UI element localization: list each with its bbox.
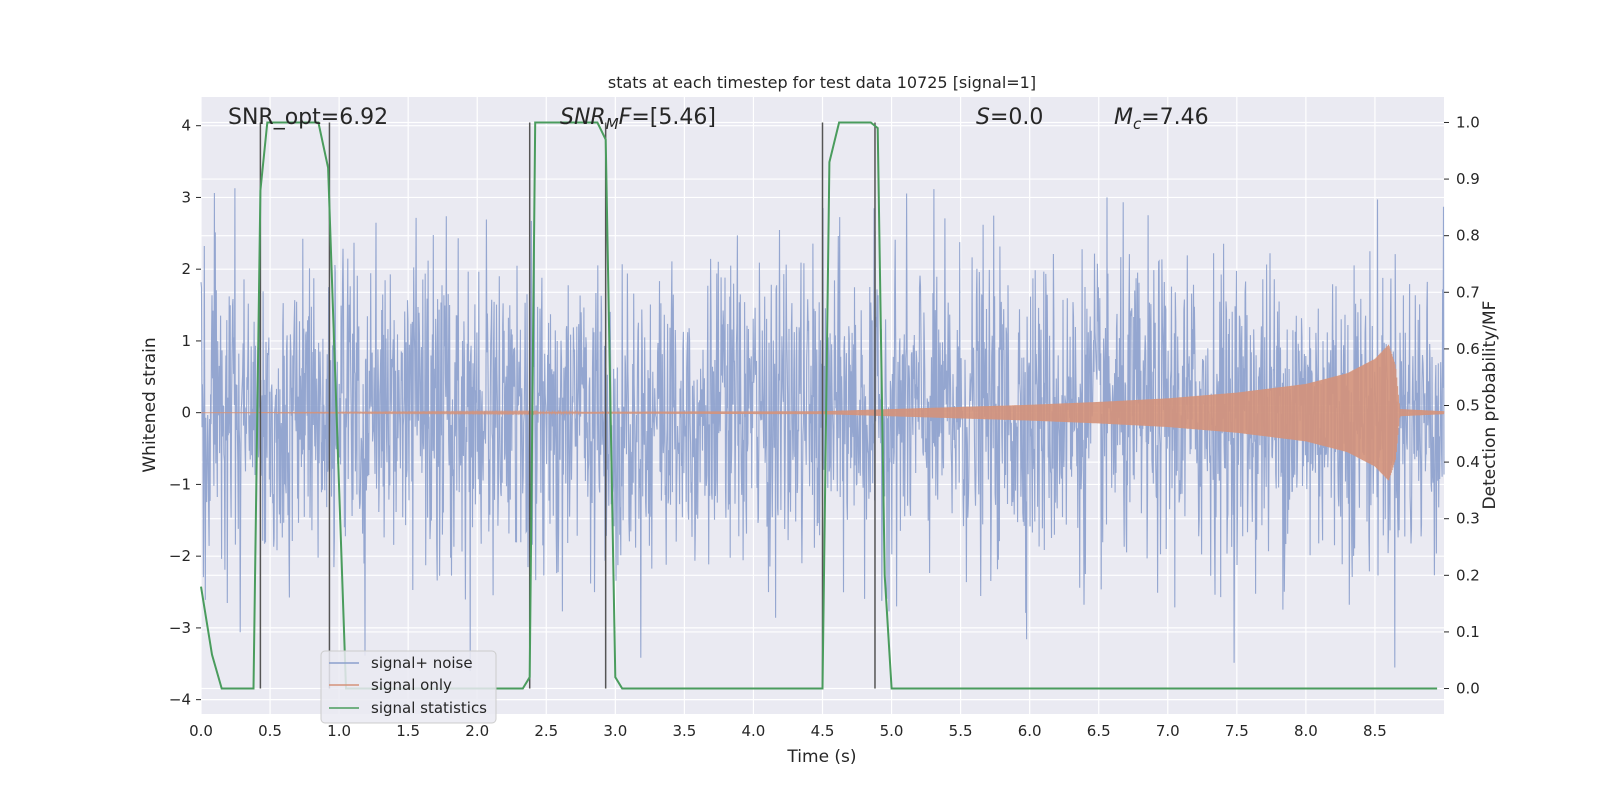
x-tick-label: 6.0: [1018, 722, 1042, 740]
x-axis-label: Time (s): [786, 747, 856, 767]
x-tick-label: 2.0: [465, 722, 489, 740]
x-tick-label: 7.0: [1156, 722, 1180, 740]
y-tick-label: −1: [169, 475, 191, 493]
x-tick-label: 6.5: [1087, 722, 1111, 740]
y2-tick-label: 0.0: [1456, 680, 1480, 698]
annotation-snr-mf-italic: SNR: [560, 105, 606, 130]
x-tick-label: 1.0: [327, 722, 351, 740]
y-tick-label: −4: [169, 691, 191, 709]
y2-tick-label: 0.4: [1456, 453, 1480, 471]
y-tick-label: 2: [181, 260, 191, 278]
y-tick-label: 0: [181, 404, 191, 422]
x-tick-label: 4.0: [742, 722, 766, 740]
chart-title: stats at each timestep for test data 107…: [608, 73, 1036, 92]
x-tick-label: 0.0: [189, 722, 213, 740]
legend-label-signal-statistics: signal statistics: [371, 699, 487, 717]
y-tick-label: 3: [181, 188, 191, 206]
y2-tick-label: 1.0: [1456, 113, 1480, 131]
y2-tick-label: 0.1: [1456, 623, 1480, 641]
y2-axis-label: Detection probability/MF: [1480, 301, 1500, 510]
y-tick-label: 4: [181, 117, 191, 135]
annotation-snr-mf-italic2: F: [619, 105, 632, 130]
y-axis-label: Whitened strain: [140, 337, 160, 472]
series-signal-statistics: [200, 121, 1438, 690]
x-tick-label: 2.5: [534, 722, 558, 740]
x-tick-label: 1.5: [396, 722, 420, 740]
x-tick-label: 4.5: [811, 722, 835, 740]
x-tick-label: 8.5: [1363, 722, 1387, 740]
x-tick-label: 5.0: [880, 722, 904, 740]
y-tick-label: 1: [181, 332, 191, 350]
y-tick-label: −3: [169, 619, 191, 637]
annotation-snr-opt: SNR_opt=6.92: [228, 105, 388, 130]
annotation-s-value: =0.0: [990, 105, 1043, 130]
y2-tick-label: 0.5: [1456, 397, 1480, 415]
y2-tick-label: 0.6: [1456, 340, 1480, 358]
annotation-mc-value: =7.46: [1141, 105, 1208, 130]
y2-tick-label: 0.7: [1456, 283, 1480, 301]
x-tick-label: 3.5: [672, 722, 696, 740]
x-tick-label: 3.0: [603, 722, 627, 740]
x-tick-label: 8.0: [1294, 722, 1318, 740]
legend-label-signal-noise: signal+ noise: [371, 654, 473, 672]
y2-tick-label: 0.9: [1456, 170, 1480, 188]
annotation-mc-italic: M: [1114, 105, 1133, 130]
annotation-snr-mf-sub: M: [606, 115, 619, 133]
legend-box: [320, 650, 497, 724]
y2-tick-label: 0.3: [1456, 510, 1480, 528]
annotation-s: S=0.0: [976, 105, 1043, 130]
x-tick-label: 5.5: [949, 722, 973, 740]
annotation-mc-sub: c: [1133, 115, 1142, 133]
y-tick-label: −2: [169, 547, 191, 565]
signal-statistics-line: [200, 121, 1438, 690]
legend: signal+ noise signal only signal statist…: [320, 650, 497, 724]
y2-tick-label: 0.2: [1456, 566, 1480, 584]
y2-tick-label: 0.8: [1456, 227, 1480, 245]
x-tick-label: 7.5: [1225, 722, 1249, 740]
annotation-mc: Mc=7.46: [1114, 105, 1209, 133]
annotation-snr-mf-value: =[5.46]: [631, 105, 716, 130]
annotation-s-italic: S: [976, 105, 990, 130]
annotation-snr-mf: SNRMF=[5.46]: [560, 105, 716, 133]
tick-labels: 0.0 0.5 1.0 1.5 2.0 2.5 3.0 3.5 4.0 4.5 5.0 5.5 6.0 6…: [169, 113, 1480, 740]
legend-label-signal-only: signal only: [371, 676, 452, 694]
x-tick-label: 0.5: [258, 722, 282, 740]
